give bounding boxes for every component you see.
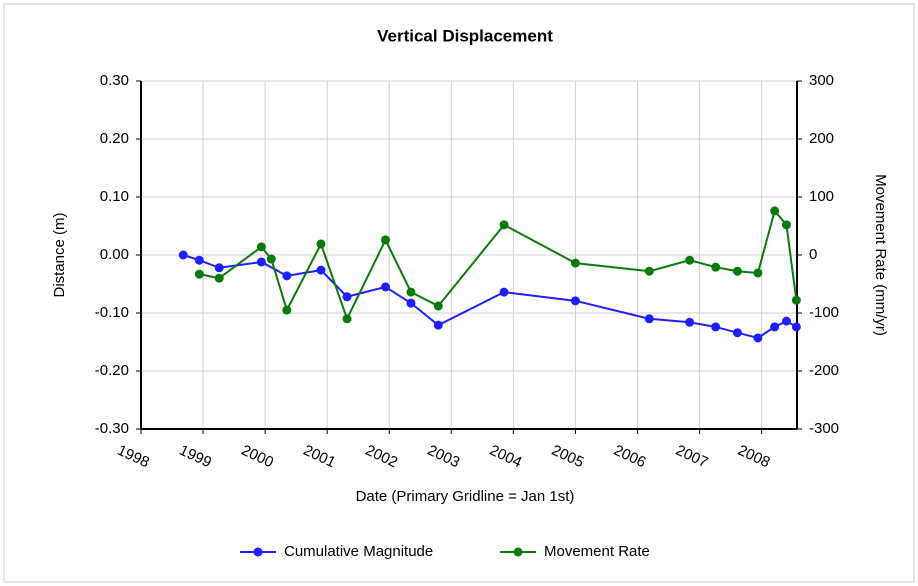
point: [753, 268, 763, 278]
point: [316, 265, 326, 275]
point: [316, 239, 326, 249]
legend-label: Cumulative Magnitude: [284, 543, 433, 560]
point: [644, 314, 654, 324]
y2-tick-label: 300: [809, 72, 834, 89]
chart-title: Vertical Displacement: [377, 26, 553, 45]
y-tick-label: -0.30: [95, 420, 129, 437]
point: [791, 295, 801, 305]
point: [685, 317, 695, 327]
point: [266, 254, 276, 264]
y-tick-label: 0.20: [100, 130, 129, 147]
legend-marker: [513, 547, 523, 557]
legend-marker: [253, 547, 263, 557]
point: [342, 314, 352, 324]
point: [781, 220, 791, 230]
point: [685, 255, 695, 265]
y2-tick-label: 100: [809, 188, 834, 205]
y-axis-label: Distance (m): [51, 212, 68, 297]
point: [753, 333, 763, 343]
y-tick-label: 0.30: [100, 72, 129, 89]
point: [732, 328, 742, 338]
point: [214, 273, 224, 283]
point: [499, 220, 509, 230]
point: [791, 322, 801, 332]
y-tick-label: 0.10: [100, 188, 129, 205]
x-axis-label: Date (Primary Gridline = Jan 1st): [356, 488, 575, 505]
y2-tick-label: 200: [809, 130, 834, 147]
point: [711, 262, 721, 272]
y2-tick-label: 0: [809, 246, 817, 263]
point: [381, 235, 391, 245]
point: [732, 266, 742, 276]
point: [282, 271, 292, 281]
point: [770, 206, 780, 216]
point: [770, 322, 780, 332]
point: [570, 296, 580, 306]
point: [282, 305, 292, 315]
y2-tick-label: -100: [809, 304, 839, 321]
point: [781, 316, 791, 326]
point: [711, 322, 721, 332]
y-tick-label: -0.10: [95, 304, 129, 321]
point: [381, 282, 391, 292]
frame: [3, 3, 915, 583]
point: [433, 301, 443, 311]
y-tick-label: -0.20: [95, 362, 129, 379]
point: [406, 298, 416, 308]
point: [433, 320, 443, 330]
y-tick-label: 0.00: [100, 246, 129, 263]
point: [256, 257, 266, 267]
point: [499, 287, 509, 297]
point: [256, 242, 266, 252]
y2-tick-label: -300: [809, 420, 839, 437]
point: [406, 287, 416, 297]
point: [214, 263, 224, 273]
point: [194, 255, 204, 265]
y2-axis-label: Movement Rate (mm/yr): [872, 174, 889, 336]
point: [342, 292, 352, 302]
point: [570, 258, 580, 268]
point: [644, 266, 654, 276]
point: [178, 250, 188, 260]
y2-tick-label: -200: [809, 362, 839, 379]
legend-label: Movement Rate: [544, 543, 650, 560]
point: [194, 269, 204, 279]
